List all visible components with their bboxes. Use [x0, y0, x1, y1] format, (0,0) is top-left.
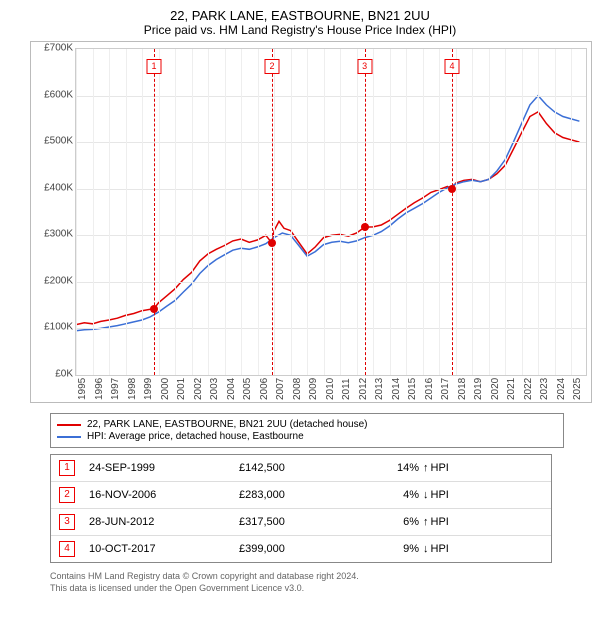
sale-point: [361, 223, 369, 231]
x-tick-label: 1997: [110, 378, 112, 400]
event-row: 4 10-OCT-2017£399,0009% ↓HPI: [51, 535, 551, 562]
x-tick-label: 1998: [127, 378, 129, 400]
y-tick-label: £100K: [31, 322, 73, 333]
x-tick-label: 2007: [275, 378, 277, 400]
x-tick-label: 2024: [556, 378, 558, 400]
event-number: 3: [59, 514, 75, 530]
x-tick-label: 2023: [539, 378, 541, 400]
event-pct: 14%: [359, 462, 419, 474]
x-tick-label: 2021: [506, 378, 508, 400]
x-tick-label: 2001: [176, 378, 178, 400]
y-tick-label: £700K: [31, 43, 73, 54]
x-tick-label: 2017: [440, 378, 442, 400]
x-tick-label: 2014: [391, 378, 393, 400]
event-row: 2 16-NOV-2006£283,0004% ↓HPI: [51, 481, 551, 508]
x-tick-label: 2002: [193, 378, 195, 400]
chart-svg: [76, 49, 586, 375]
x-tick-label: 2025: [572, 378, 574, 400]
x-tick-label: 2003: [209, 378, 211, 400]
event-number: 1: [59, 460, 75, 476]
footer-line-2: This data is licensed under the Open Gov…: [50, 583, 590, 595]
sale-point: [268, 239, 276, 247]
x-tick-label: 2005: [242, 378, 244, 400]
legend-item: 22, PARK LANE, EASTBOURNE, BN21 2UU (det…: [57, 419, 557, 430]
event-suffix: HPI: [431, 516, 449, 528]
event-date: 10-OCT-2017: [89, 543, 239, 555]
y-tick-label: £500K: [31, 136, 73, 147]
event-date: 28-JUN-2012: [89, 516, 239, 528]
arrow-icon: ↓: [423, 489, 429, 501]
x-tick-label: 2013: [374, 378, 376, 400]
x-tick-label: 2018: [457, 378, 459, 400]
event-date: 24-SEP-1999: [89, 462, 239, 474]
x-tick-label: 1999: [143, 378, 145, 400]
event-number: 2: [59, 487, 75, 503]
x-tick-label: 1995: [77, 378, 79, 400]
event-price: £317,500: [239, 516, 359, 528]
legend-item: HPI: Average price, detached house, East…: [57, 431, 557, 442]
event-suffix: HPI: [431, 462, 449, 474]
event-price: £399,000: [239, 543, 359, 555]
event-marker: 4: [444, 59, 459, 74]
x-tick-label: 2020: [490, 378, 492, 400]
arrow-icon: ↓: [423, 543, 429, 555]
event-marker: 2: [265, 59, 280, 74]
legend: 22, PARK LANE, EASTBOURNE, BN21 2UU (det…: [50, 413, 564, 448]
plot-area: 1 2 3 4: [75, 48, 587, 376]
events-table: 124-SEP-1999£142,50014%↑HPI216-NOV-2006£…: [50, 454, 552, 563]
y-tick-label: £300K: [31, 229, 73, 240]
y-tick-label: £200K: [31, 275, 73, 286]
x-tick-label: 2011: [341, 378, 343, 400]
sale-point: [448, 185, 456, 193]
x-tick-label: 2006: [259, 378, 261, 400]
price-chart: 1 2 3 4 £0K £100K £200K £300K £400K £500K £600K £7…: [30, 41, 592, 403]
page-subtitle: Price paid vs. HM Land Registry's House …: [10, 23, 590, 37]
footer-line-1: Contains HM Land Registry data © Crown c…: [50, 571, 590, 583]
y-tick-label: £600K: [31, 89, 73, 100]
event-price: £142,500: [239, 462, 359, 474]
x-tick-label: 2022: [523, 378, 525, 400]
x-tick-label: 2019: [473, 378, 475, 400]
x-tick-label: 2010: [325, 378, 327, 400]
page-title: 22, PARK LANE, EASTBOURNE, BN21 2UU: [10, 8, 590, 23]
event-price: £283,000: [239, 489, 359, 501]
event-row: 1 24-SEP-1999£142,50014% ↑HPI: [51, 455, 551, 481]
arrow-icon: ↑: [423, 462, 429, 474]
x-tick-label: 2009: [308, 378, 310, 400]
event-pct: 6%: [359, 516, 419, 528]
event-suffix: HPI: [431, 543, 449, 555]
x-tick-label: 2012: [358, 378, 360, 400]
arrow-icon: ↑: [423, 516, 429, 528]
event-suffix: HPI: [431, 489, 449, 501]
y-tick-label: £0K: [31, 369, 73, 380]
x-tick-label: 2008: [292, 378, 294, 400]
x-tick-label: 2000: [160, 378, 162, 400]
sale-point: [150, 305, 158, 313]
footer-attribution: Contains HM Land Registry data © Crown c…: [50, 571, 590, 594]
event-number: 4: [59, 541, 75, 557]
event-marker: 3: [357, 59, 372, 74]
x-tick-label: 2015: [407, 378, 409, 400]
x-tick-label: 2016: [424, 378, 426, 400]
event-date: 16-NOV-2006: [89, 489, 239, 501]
event-row: 3 28-JUN-2012£317,5006% ↑HPI: [51, 508, 551, 535]
event-marker: 1: [147, 59, 162, 74]
x-tick-label: 2004: [226, 378, 228, 400]
event-pct: 4%: [359, 489, 419, 501]
y-tick-label: £400K: [31, 182, 73, 193]
x-tick-label: 1996: [94, 378, 96, 400]
event-pct: 9%: [359, 543, 419, 555]
